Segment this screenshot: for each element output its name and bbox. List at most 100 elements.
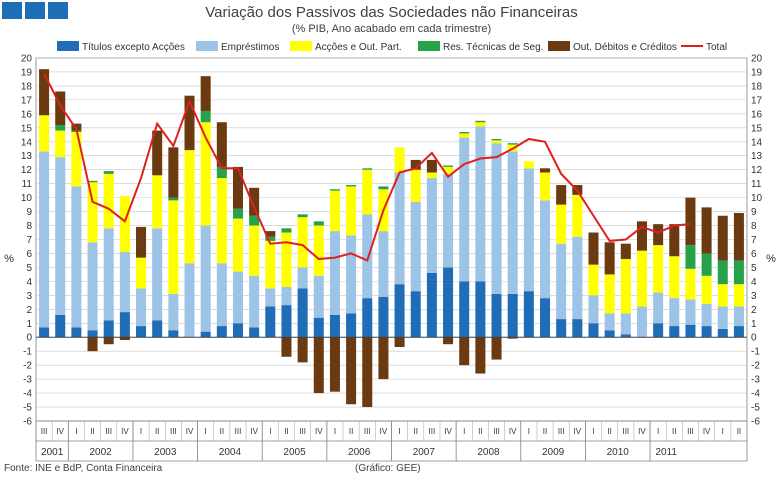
bar-emprestimos [459,137,470,282]
bar-accoes [733,284,744,307]
bar-titulos [507,293,518,338]
bar-outdeb [265,231,276,237]
bar-outdeb [717,215,728,261]
x-tick-label: I [140,427,142,436]
bar-outdeb [653,224,664,246]
bar-titulos [572,319,583,338]
bar-outdeb [329,337,340,392]
axes: -6 -6-5 -5-4 -4-3 -3-2 -2-1 -10 01 12 23 34 45 56 67 7… [4,54,776,462]
bar-res [362,168,373,170]
bar-accoes [281,232,292,287]
chart-subtitle: (% PIB, Ano acabado em cada trimestre) [291,23,492,35]
legend-swatch-res [418,41,440,51]
bar-titulos [71,327,82,338]
bar-accoes [265,240,276,289]
bar-outdeb [119,337,130,341]
x-tick-label: II [543,427,547,436]
x-tick-label: IV [315,427,323,436]
total-line-group [43,72,691,262]
x-tick-label: I [528,427,530,436]
y-tick-label-right: 16 [751,109,763,120]
y-tick-label-left: -6 [23,417,32,428]
bar-emprestimos [556,243,567,320]
bar-emprestimos [39,151,50,328]
bar-outdeb [184,95,195,151]
bar-accoes [443,166,454,174]
bar-outdeb [701,207,712,254]
bar-emprestimos [733,306,744,327]
y-tick-label-left: 6 [26,249,32,260]
bar-titulos [200,331,211,338]
x-tick-label: III [364,427,371,436]
bar-accoes [540,172,551,201]
bar-accoes [410,169,421,202]
bar-titulos [588,323,599,338]
year-label: 2010 [607,447,630,458]
x-tick-label: I [398,427,400,436]
bar-res [103,171,114,174]
bar-accoes [346,186,357,236]
bar-titulos [232,323,243,338]
bar-outdeb [556,185,567,205]
y-tick-label-right: -4 [751,389,760,400]
y-tick-label-left: 2 [26,305,32,316]
bar-res [265,236,276,241]
legend-swatch-emprestimos [196,41,218,51]
bar-titulos [103,320,114,338]
bar-emprestimos [588,295,599,324]
bar-emprestimos [87,242,98,331]
bar-emprestimos [636,306,647,338]
bar-outdeb [168,147,179,198]
bar-outdeb [620,243,631,260]
bar-accoes [119,196,130,253]
y-axis-label-right: % [766,253,776,265]
y-tick-label-right: 17 [751,95,763,106]
bar-emprestimos [604,313,615,331]
bar-outdeb [540,168,551,173]
bar-titulos [685,324,696,338]
bar-res [733,260,744,285]
x-tick-label: III [235,427,242,436]
bar-titulos [313,317,324,338]
bar-emprestimos [540,200,551,299]
bar-emprestimos [410,201,421,292]
x-tick-label: IV [121,427,129,436]
bar-accoes [313,225,324,276]
bar-titulos [281,305,292,338]
y-tick-label-right: 1 [751,319,757,330]
bar-outdeb [394,337,405,348]
x-tick-label: IV [509,427,517,436]
y-tick-label-left: 17 [21,95,33,106]
y-tick-label-right: 3 [751,291,757,302]
bar-titulos [249,327,260,338]
x-tick-label: I [75,427,77,436]
bar-outdeb [604,242,615,275]
logo-block [48,2,68,19]
bar-res [200,111,211,123]
bar-titulos [55,314,66,338]
y-tick-label-left: -1 [23,347,32,358]
source-note: Fonte: INE e BdP, Conta Financeira [4,463,163,474]
bar-accoes [572,194,583,237]
bar-emprestimos [443,173,454,268]
bar-res [685,245,696,269]
legend-swatch-accoes [290,41,312,51]
x-tick-label: III [429,427,436,436]
bar-accoes [426,172,437,179]
year-label: 2004 [219,447,242,458]
x-tick-label: II [220,427,224,436]
y-tick-label-right: 11 [751,179,762,190]
bar-titulos [669,326,680,338]
bar-titulos [733,326,744,338]
x-tick-label: IV [703,427,711,436]
x-tick-label: III [687,427,694,436]
x-tick-label: III [41,427,48,436]
bar-outdeb [636,221,647,251]
x-tick-label: III [622,427,629,436]
bar-accoes [55,130,66,158]
bar-titulos [653,323,664,338]
bar-res [378,186,389,190]
bar-emprestimos [620,313,631,335]
x-tick-label: II [672,427,676,436]
